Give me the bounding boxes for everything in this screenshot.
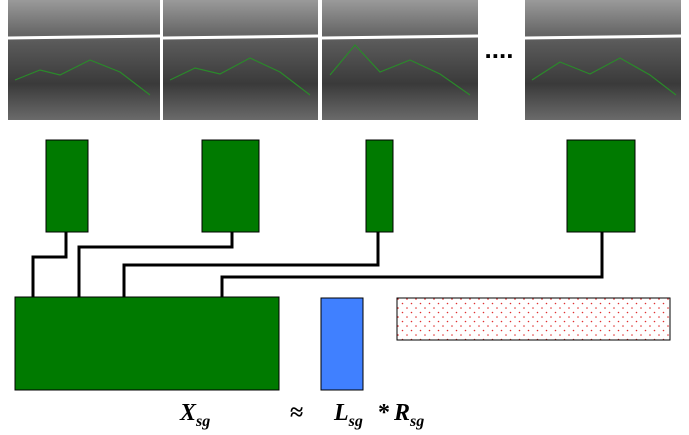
matrix-l: [320, 297, 364, 391]
photo: [525, 0, 681, 120]
symbol: L: [333, 400, 349, 426]
matrix-r: [396, 297, 671, 341]
symbol: X: [179, 400, 197, 426]
subscript: sg: [195, 413, 210, 430]
ellipsis: ....: [485, 34, 514, 64]
photo: [322, 0, 478, 120]
formula: Xsg ≈ Lsg * Rsg: [179, 400, 424, 430]
subscript: sg: [348, 413, 363, 430]
photo-stripes: [7, 34, 682, 40]
connectors: [31, 232, 604, 297]
formula-r: Rsg: [393, 400, 424, 430]
subscript: sg: [409, 413, 424, 430]
feature-tracks: [14, 44, 677, 96]
photo: [163, 0, 318, 120]
column-block: [201, 139, 260, 233]
formula-times: *: [378, 400, 390, 426]
matrix-x: [14, 296, 280, 391]
photo: [8, 0, 160, 120]
formula-approx: ≈: [290, 400, 303, 426]
columns: [45, 139, 636, 233]
formula-l: Lsg: [333, 400, 363, 430]
column-block: [45, 139, 89, 233]
column-block: [365, 139, 394, 233]
formula-x: Xsg: [179, 400, 210, 430]
photos: [7, 0, 682, 120]
column-block: [566, 139, 636, 233]
symbol: R: [393, 400, 410, 426]
